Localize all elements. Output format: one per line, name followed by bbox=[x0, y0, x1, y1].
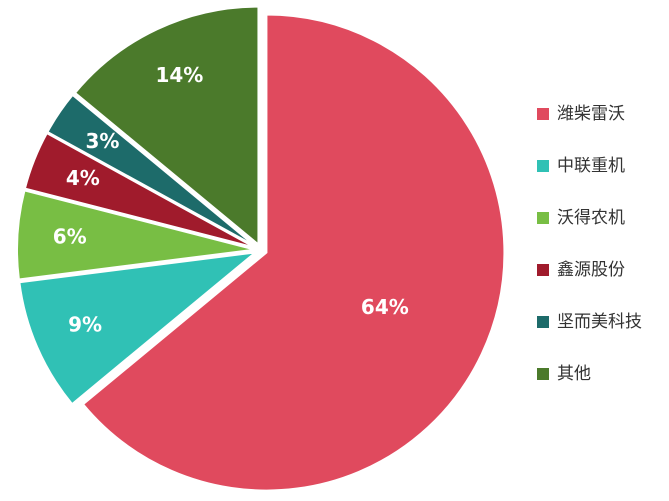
legend-label: 其他 bbox=[557, 364, 591, 384]
legend-swatch bbox=[537, 212, 549, 224]
legend-swatch bbox=[537, 368, 549, 380]
value-label: 3% bbox=[86, 129, 120, 153]
pie-slice bbox=[81, 13, 506, 492]
value-label: 9% bbox=[68, 313, 102, 337]
pie-slice bbox=[73, 5, 260, 247]
pie-slice bbox=[46, 93, 257, 248]
legend-label: 沃得农机 bbox=[557, 208, 625, 228]
pie-slice bbox=[16, 189, 256, 281]
legend-label: 坚而美科技 bbox=[557, 312, 642, 332]
legend-swatch bbox=[537, 264, 549, 276]
legend-label: 鑫源股份 bbox=[557, 260, 625, 280]
legend-label: 潍柴雷沃 bbox=[557, 104, 625, 124]
legend-swatch bbox=[537, 316, 549, 328]
legend-swatch bbox=[537, 108, 549, 120]
legend-label: 中联重机 bbox=[557, 156, 625, 176]
value-label: 6% bbox=[53, 224, 87, 248]
legend-swatch bbox=[537, 160, 549, 172]
pie-slice bbox=[23, 131, 256, 249]
pie-slice bbox=[18, 250, 259, 406]
value-label: 64% bbox=[361, 295, 409, 319]
value-label: 14% bbox=[155, 63, 203, 87]
value-label: 4% bbox=[66, 166, 100, 190]
